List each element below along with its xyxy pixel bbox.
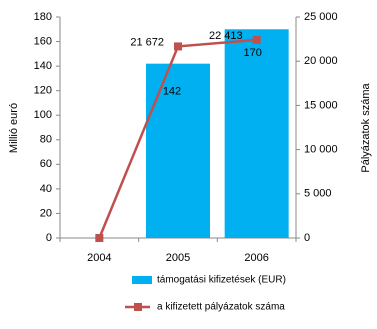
line-marker: [174, 42, 182, 51]
legend-label: a kifizetett pályázatok száma: [157, 302, 285, 313]
y-tick-label: 80: [40, 134, 52, 146]
y-tick-label: 160: [34, 35, 52, 47]
y-tick-label: 60: [40, 158, 52, 170]
y-tick-label: 120: [34, 85, 52, 97]
line-marker: [95, 234, 104, 242]
x-tick-label: 2005: [166, 252, 190, 264]
line-value-label: 21 672: [130, 36, 164, 48]
legend-swatch: [132, 276, 152, 284]
bar: [146, 63, 210, 239]
y-tick-label: 40: [40, 183, 52, 195]
y2-tick-label: 10 000: [304, 144, 338, 156]
line-marker: [252, 35, 261, 44]
y-tick-label: 100: [34, 109, 52, 121]
y-tick-label: 140: [34, 60, 52, 72]
y-tick-label: 20: [40, 207, 52, 219]
y2-tick-label: 20 000: [304, 55, 338, 67]
line-value-label: 22 413: [209, 30, 243, 42]
y-tick-label: 0: [46, 232, 52, 244]
bar-value-label: 142: [163, 86, 181, 98]
x-tick-label: 2006: [244, 252, 268, 264]
y2-axis-title: Pályázatok száma: [360, 82, 372, 172]
y2-tick-label: 5 000: [304, 188, 332, 200]
y2-tick-label: 0: [304, 232, 310, 244]
y-axis-title: Millió euró: [8, 103, 20, 153]
legend-swatch: [134, 303, 142, 311]
y2-tick-label: 15 000: [304, 99, 338, 111]
bar: [224, 29, 289, 239]
y2-tick-label: 25 000: [304, 11, 338, 23]
y-tick-label: 180: [34, 11, 52, 23]
legend-label: támogatási kifizetések (EUR): [157, 275, 286, 286]
x-tick-label: 2004: [87, 252, 111, 264]
bar-value-label: 170: [243, 47, 261, 59]
